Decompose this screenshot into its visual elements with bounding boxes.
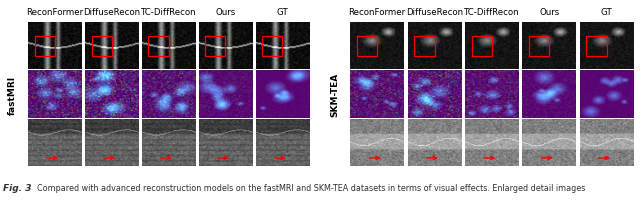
Text: DiffuseRecon: DiffuseRecon xyxy=(83,8,140,16)
Text: TC-DiffRecon: TC-DiffRecon xyxy=(141,8,196,16)
Bar xyxy=(586,37,607,57)
Text: ReconFormer: ReconFormer xyxy=(349,8,406,16)
Text: Ours: Ours xyxy=(539,8,559,16)
Bar xyxy=(357,37,377,57)
Bar xyxy=(262,37,282,57)
Text: Ours: Ours xyxy=(215,8,236,16)
Bar xyxy=(472,37,492,57)
Text: GT: GT xyxy=(276,8,288,16)
Text: SKM-TEA: SKM-TEA xyxy=(330,73,339,117)
Text: ReconFormer: ReconFormer xyxy=(26,8,83,16)
Text: GT: GT xyxy=(601,8,612,16)
Text: Fig. 3: Fig. 3 xyxy=(3,183,32,192)
Bar xyxy=(35,37,55,57)
Text: Compared with advanced reconstruction models on the fastMRI and SKM-TEA datasets: Compared with advanced reconstruction mo… xyxy=(37,183,586,192)
Text: TC-DiffRecon: TC-DiffRecon xyxy=(464,8,520,16)
Text: DiffuseRecon: DiffuseRecon xyxy=(406,8,463,16)
Bar xyxy=(92,37,112,57)
Bar xyxy=(414,37,435,57)
Text: fastMRI: fastMRI xyxy=(8,75,17,114)
Bar xyxy=(205,37,225,57)
Bar xyxy=(148,37,168,57)
Bar xyxy=(529,37,549,57)
